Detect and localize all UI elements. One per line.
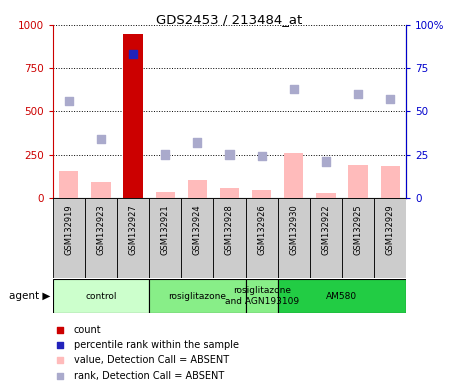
Point (97, 136, 105, 142)
Text: GSM132921: GSM132921 (161, 204, 170, 255)
Text: rosiglitazone: rosiglitazone (168, 291, 226, 301)
Text: GSM132927: GSM132927 (129, 204, 138, 255)
Text: GSM132928: GSM132928 (225, 204, 234, 255)
Text: GSM132929: GSM132929 (386, 204, 395, 255)
Point (194, 139, 201, 146)
Text: rosiglitazone
and AGN193109: rosiglitazone and AGN193109 (224, 286, 299, 306)
Point (258, 153, 265, 159)
Text: value, Detection Call = ABSENT: value, Detection Call = ABSENT (74, 356, 229, 366)
Bar (246, 279, 278, 313)
Bar (59, 171, 78, 198)
Text: GSM132919: GSM132919 (64, 204, 73, 255)
Bar (149, 198, 181, 278)
Point (354, 91, 362, 97)
Text: GSM132922: GSM132922 (321, 204, 330, 255)
Text: control: control (85, 291, 117, 301)
Point (56, 343, 63, 349)
Bar (53, 279, 149, 313)
Bar (53, 198, 85, 278)
Bar (220, 188, 239, 198)
Point (290, 86, 297, 92)
Text: GDS2453 / 213484_at: GDS2453 / 213484_at (157, 13, 302, 26)
Bar (381, 166, 400, 198)
Bar (252, 190, 271, 198)
Point (56, 358, 63, 364)
Bar (123, 34, 143, 198)
Text: percentile rank within the sample: percentile rank within the sample (74, 341, 239, 351)
Bar (156, 192, 175, 198)
Bar (342, 198, 374, 278)
Point (386, 96, 394, 103)
Bar (374, 198, 406, 278)
Bar (278, 198, 310, 278)
Text: agent ▶: agent ▶ (9, 291, 50, 301)
Bar (310, 198, 342, 278)
Text: GSM132930: GSM132930 (289, 204, 298, 255)
Point (129, 51, 137, 58)
Bar (246, 198, 278, 278)
Bar (117, 198, 149, 278)
Point (322, 158, 330, 164)
Text: rank, Detection Call = ABSENT: rank, Detection Call = ABSENT (74, 371, 224, 381)
Point (65, 98, 73, 104)
Bar (149, 279, 246, 313)
Bar (91, 182, 111, 198)
Text: GSM132926: GSM132926 (257, 204, 266, 255)
Point (56, 328, 63, 334)
Bar (278, 279, 406, 313)
Bar (348, 165, 368, 198)
Point (226, 152, 233, 158)
Text: AM580: AM580 (326, 291, 358, 301)
Text: GSM132923: GSM132923 (96, 204, 106, 255)
Text: GSM132925: GSM132925 (353, 204, 363, 255)
Bar (188, 180, 207, 198)
Bar (284, 153, 303, 198)
Point (56, 373, 63, 379)
Text: count: count (74, 326, 101, 336)
Bar (213, 198, 246, 278)
Bar (181, 198, 213, 278)
Text: GSM132924: GSM132924 (193, 204, 202, 255)
Point (162, 152, 169, 158)
Bar (85, 198, 117, 278)
Bar (316, 193, 336, 198)
